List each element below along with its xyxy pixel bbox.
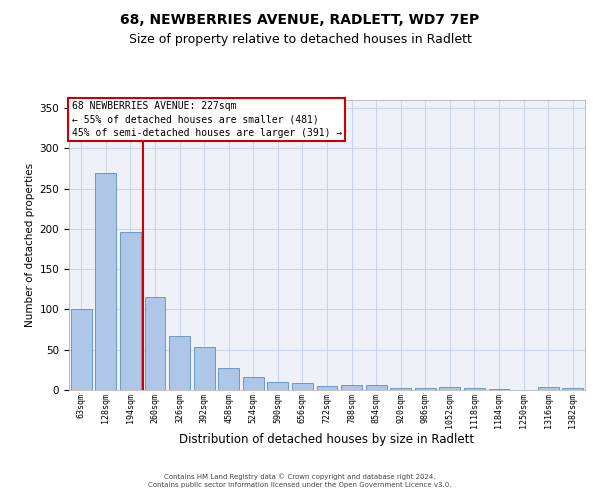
Bar [145,298,166,390]
Bar [341,385,362,390]
Bar [317,386,337,390]
X-axis label: Distribution of detached houses by size in Radlett: Distribution of detached houses by size … [179,434,475,446]
Bar [194,346,215,390]
Bar [120,232,141,390]
Bar [390,388,411,390]
Text: Size of property relative to detached houses in Radlett: Size of property relative to detached ho… [128,32,472,46]
Text: 68 NEWBERRIES AVENUE: 227sqm
← 55% of detached houses are smaller (481)
45% of s: 68 NEWBERRIES AVENUE: 227sqm ← 55% of de… [71,102,342,138]
Bar [488,389,509,390]
Bar [464,388,485,390]
Bar [538,387,559,390]
Y-axis label: Number of detached properties: Number of detached properties [25,163,35,327]
Bar [415,388,436,390]
Bar [218,368,239,390]
Bar [243,377,264,390]
Bar [169,336,190,390]
Text: 68, NEWBERRIES AVENUE, RADLETT, WD7 7EP: 68, NEWBERRIES AVENUE, RADLETT, WD7 7EP [121,12,479,26]
Bar [562,388,583,390]
Bar [71,310,92,390]
Bar [365,385,386,390]
Bar [268,382,289,390]
Bar [439,387,460,390]
Bar [95,172,116,390]
Text: Contains HM Land Registry data © Crown copyright and database right 2024.
Contai: Contains HM Land Registry data © Crown c… [148,473,452,488]
Bar [292,383,313,390]
